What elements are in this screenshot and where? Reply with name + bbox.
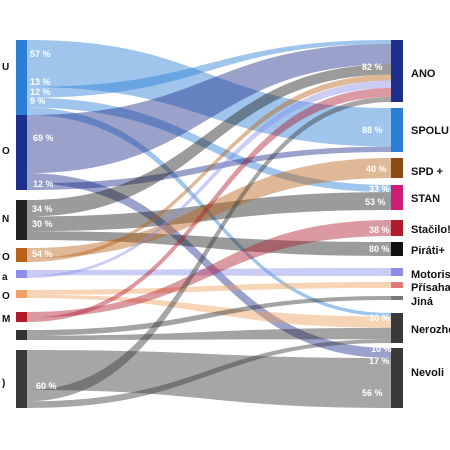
target-node: [391, 185, 403, 210]
flow-band: [27, 327, 391, 340]
target-percent-label: 33 %: [369, 184, 390, 194]
target-node: [391, 158, 403, 178]
source-node-label: O: [2, 146, 10, 157]
flow-band: [27, 80, 391, 279]
flow-band: [27, 350, 391, 408]
flow-band: [27, 231, 391, 256]
source-node-label: a: [2, 272, 8, 283]
flow-band: [27, 268, 391, 276]
target-node-label: Nevoli: [411, 367, 444, 379]
target-percent-label: 10 %: [371, 344, 392, 354]
flow-band: [27, 296, 391, 336]
source-node: [16, 200, 27, 240]
target-percent-label: 17 %: [369, 356, 390, 366]
target-node-label: Stačilo!: [411, 224, 450, 236]
source-percent-label: 34 %: [32, 204, 53, 214]
target-node-label: SPOLU: [411, 125, 449, 137]
source-node: [16, 115, 27, 190]
target-node-label: Piráti+: [411, 245, 445, 257]
target-node-label: Motoris: [411, 269, 450, 281]
flow-band: [27, 64, 391, 217]
target-node: [391, 348, 403, 408]
target-percent-label: 53 %: [365, 197, 386, 207]
target-percent-label: 40 %: [366, 164, 387, 174]
target-node: [391, 108, 403, 152]
source-node: [16, 330, 27, 340]
source-percent-label: 30 %: [32, 219, 53, 229]
flow-band: [27, 158, 391, 259]
target-node: [391, 313, 403, 343]
target-node: [391, 220, 403, 236]
source-node-label: M: [2, 314, 10, 325]
flow-band: [27, 107, 391, 317]
source-node: [16, 312, 27, 322]
flow-band: [27, 97, 391, 193]
source-node-label: O: [2, 252, 10, 263]
flow-band: [27, 294, 391, 328]
target-node-label: Jiná: [411, 296, 434, 308]
flow-band: [27, 43, 391, 174]
source-node-label: U: [2, 62, 9, 73]
target-node-label: ANO: [411, 68, 436, 80]
flow-band: [27, 96, 391, 402]
source-node: [16, 270, 27, 278]
source-percent-label: 54 %: [32, 249, 53, 259]
source-node-label: ): [2, 378, 5, 389]
target-node: [391, 296, 403, 300]
source-percent-label: 13 %: [30, 77, 51, 87]
source-percent-label: 12 %: [30, 87, 51, 97]
source-percent-label: 60 %: [36, 381, 57, 391]
flow-band: [27, 173, 391, 358]
target-node: [391, 242, 403, 256]
source-node: [16, 350, 27, 408]
target-percent-label: 56 %: [362, 388, 383, 398]
node-layer: [16, 40, 403, 408]
flow-band: [27, 146, 391, 190]
flow-band: [27, 74, 391, 262]
target-percent-label: 88 %: [362, 125, 383, 135]
target-percent-label: 30 %: [369, 313, 390, 323]
target-node-label: SPD +: [411, 166, 443, 178]
flow-band: [27, 220, 391, 318]
target-node-label: STAN: [411, 193, 440, 205]
source-percent-label: 69 %: [33, 133, 54, 143]
source-percent-label: 12 %: [33, 179, 54, 189]
target-node: [391, 268, 403, 276]
target-node-label: Nerozhc: [411, 324, 450, 336]
flow-band: [27, 282, 391, 295]
flow-band: [27, 40, 391, 98]
source-percent-label: 57 %: [30, 49, 51, 59]
target-node: [391, 40, 403, 102]
target-node: [391, 282, 403, 288]
source-node: [16, 248, 27, 262]
source-node: [16, 40, 27, 115]
target-node-label: Přísaha: [411, 282, 450, 294]
flow-band: [27, 87, 391, 322]
source-node: [16, 290, 27, 298]
flow-band: [27, 40, 391, 147]
flow-band: [27, 192, 391, 232]
source-percent-label: 9 %: [30, 96, 46, 106]
target-percent-label: 80 %: [369, 244, 390, 254]
flow-band: [27, 339, 391, 408]
target-percent-label: 82 %: [362, 62, 383, 72]
flow-layer: [27, 40, 391, 408]
source-node-label: N: [2, 214, 9, 225]
source-node-label: O: [2, 291, 10, 302]
target-percent-label: 38 %: [369, 225, 390, 235]
